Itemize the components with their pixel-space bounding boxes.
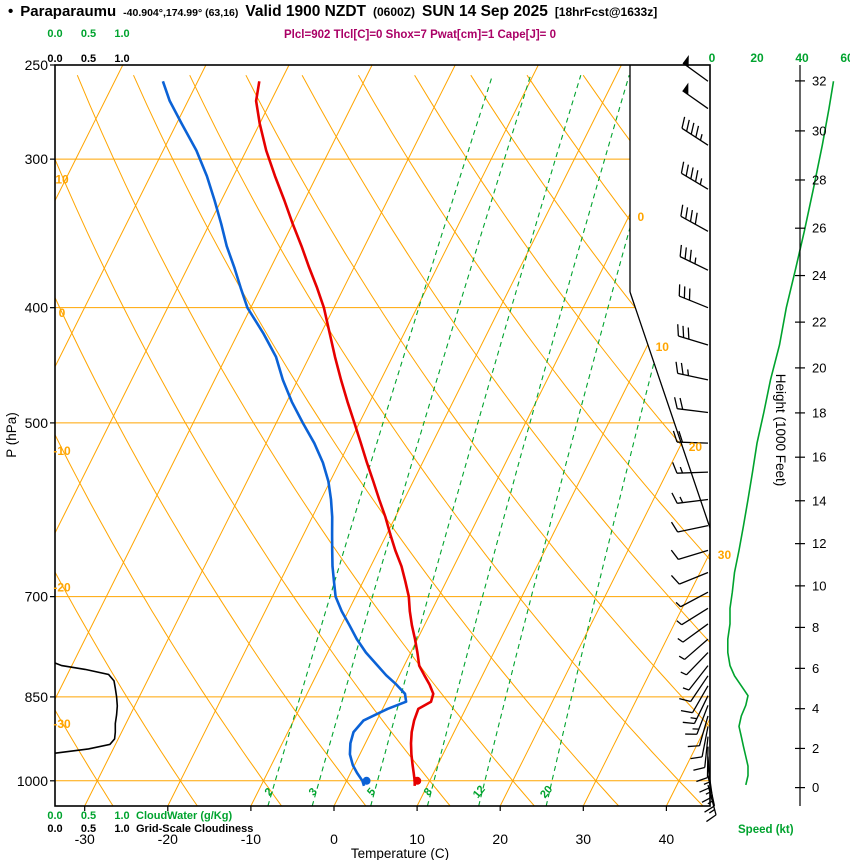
svg-text:-20: -20 (53, 581, 71, 595)
title-bar: • Paraparaumu -40.904°,174.99° (63,16) V… (8, 3, 657, 21)
svg-text:-10: -10 (241, 831, 261, 847)
svg-text:18: 18 (812, 405, 826, 420)
valid-zulu: (0600Z) (372, 5, 416, 19)
svg-text:0: 0 (59, 306, 66, 320)
svg-text:-10: -10 (53, 444, 71, 458)
svg-text:1.0: 1.0 (114, 28, 129, 40)
sounding-profiles (161, 80, 435, 787)
svg-text:4: 4 (812, 701, 819, 716)
svg-text:8: 8 (812, 620, 819, 635)
svg-text:1.0: 1.0 (114, 53, 129, 65)
svg-text:1000: 1000 (17, 773, 48, 789)
pressure-axis-title: P (hPa) (4, 412, 19, 458)
cloud-fraction-outline (55, 662, 119, 754)
svg-text:32: 32 (812, 73, 826, 88)
svg-text:26: 26 (812, 221, 826, 236)
svg-text:14: 14 (812, 493, 826, 508)
svg-text:0.5: 0.5 (81, 823, 96, 835)
svg-text:500: 500 (25, 415, 49, 431)
temperature-axis-title: Temperature (C) (351, 846, 449, 860)
svg-text:2: 2 (812, 741, 819, 756)
svg-text:10: 10 (812, 578, 826, 593)
svg-text:-30: -30 (75, 831, 95, 847)
svg-text:0.0: 0.0 (47, 53, 62, 65)
svg-text:0: 0 (812, 780, 819, 795)
svg-text:-30: -30 (53, 717, 71, 731)
svg-text:300: 300 (25, 151, 49, 167)
svg-text:250: 250 (25, 57, 49, 73)
svg-text:12: 12 (812, 536, 826, 551)
svg-text:8: 8 (422, 786, 435, 798)
svg-text:16: 16 (812, 450, 826, 465)
svg-text:10: 10 (55, 172, 69, 186)
svg-text:24: 24 (812, 268, 826, 283)
svg-text:6: 6 (812, 661, 819, 676)
surface-dewpoint-dot (362, 776, 371, 785)
valid-date: SUN 14 Sep 2025 (422, 3, 548, 20)
svg-text:0.5: 0.5 (81, 810, 96, 822)
svg-text:22: 22 (812, 315, 826, 330)
wind-barb-column (670, 54, 717, 823)
station-bullet: • (8, 3, 14, 20)
svg-text:30: 30 (718, 548, 732, 562)
svg-text:10: 10 (656, 340, 670, 354)
svg-text:20: 20 (492, 831, 508, 847)
svg-text:0.0: 0.0 (47, 28, 62, 40)
wind-speed-curve (727, 81, 835, 786)
svg-text:30: 30 (812, 123, 826, 138)
svg-text:20: 20 (689, 440, 703, 454)
surface-temperature-dot (413, 776, 422, 785)
svg-text:-20: -20 (158, 831, 178, 847)
svg-text:20: 20 (812, 360, 826, 375)
svg-text:0.5: 0.5 (81, 28, 96, 40)
svg-text:700: 700 (25, 589, 49, 605)
svg-text:40: 40 (795, 51, 809, 65)
speed-axis-title: Speed (kt) (738, 824, 794, 836)
svg-text:20: 20 (538, 784, 555, 801)
svg-text:400: 400 (25, 300, 49, 316)
temperature-curve (254, 81, 435, 786)
svg-text:Grid-Scale Cloudiness: Grid-Scale Cloudiness (136, 823, 253, 835)
svg-text:0: 0 (709, 51, 716, 65)
svg-text:5: 5 (365, 786, 378, 798)
svg-text:1.0: 1.0 (114, 810, 129, 822)
svg-text:CloudWater (g/Kg): CloudWater (g/Kg) (136, 810, 232, 822)
forecast-tag: [18hrFcst@1633z] (554, 5, 658, 19)
svg-text:28: 28 (812, 172, 826, 187)
svg-text:0.5: 0.5 (81, 53, 96, 65)
svg-text:0.0: 0.0 (47, 810, 62, 822)
svg-text:60: 60 (840, 51, 850, 65)
svg-text:12: 12 (471, 784, 488, 801)
svg-text:0.0: 0.0 (47, 823, 62, 835)
plot-frame (54, 64, 711, 807)
dewpoint-curve (161, 80, 408, 787)
svg-text:850: 850 (25, 689, 49, 705)
svg-text:0: 0 (638, 210, 645, 224)
sounding-parameters: Plcl=902 Tlcl[C]=0 Shox=7 Pwat[cm]=1 Cap… (284, 29, 556, 41)
station-name: Paraparaumu (20, 3, 117, 20)
svg-text:1.0: 1.0 (114, 823, 129, 835)
station-coords: -40.904°,174.99° (63,16) (123, 7, 239, 19)
svg-text:10: 10 (409, 831, 425, 847)
svg-text:20: 20 (750, 51, 764, 65)
height-axis-title: Height (1000 Feet) (773, 374, 788, 487)
svg-text:40: 40 (659, 831, 675, 847)
skewt-grid (55, 65, 710, 806)
svg-text:0: 0 (330, 831, 338, 847)
valid-time: Valid 1900 NZDT (245, 3, 366, 20)
svg-text:30: 30 (576, 831, 592, 847)
